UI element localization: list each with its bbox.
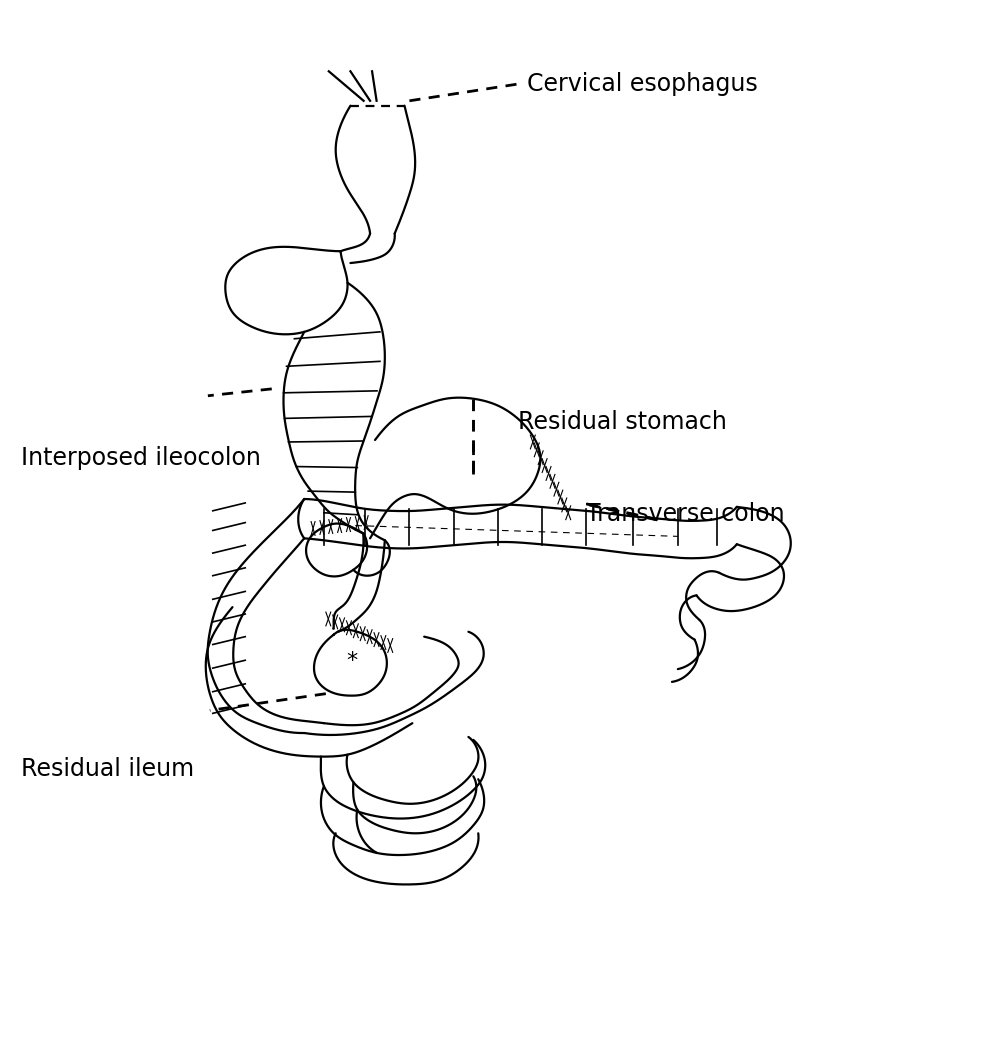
Text: Residual stomach: Residual stomach [518, 410, 727, 434]
Text: *: * [346, 651, 357, 671]
Text: Transverse colon: Transverse colon [587, 502, 785, 525]
Text: Cervical esophagus: Cervical esophagus [528, 72, 758, 96]
Text: Interposed ileocolon: Interposed ileocolon [21, 446, 261, 469]
Text: Residual ileum: Residual ileum [21, 758, 194, 781]
